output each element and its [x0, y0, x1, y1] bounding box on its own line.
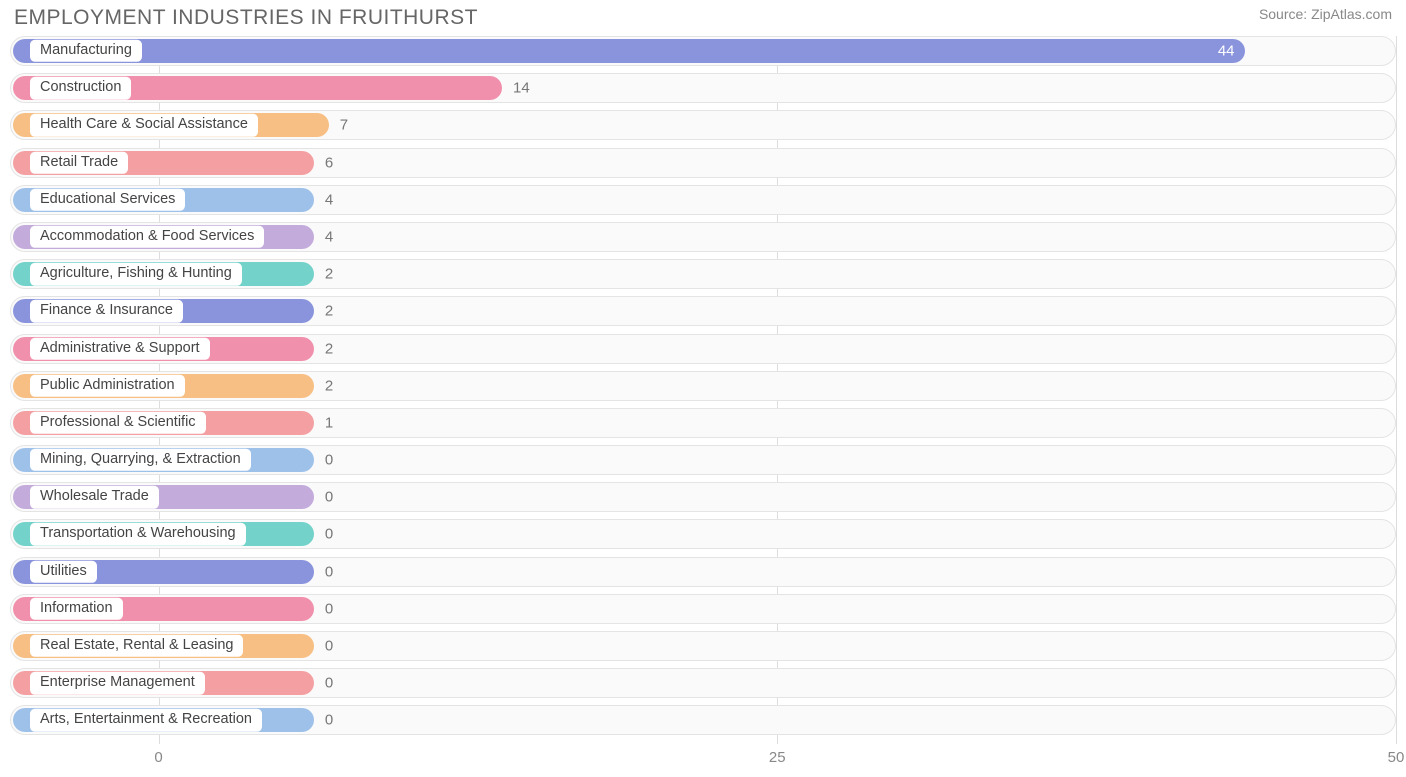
- bar-value: 0: [325, 600, 333, 617]
- chart-title: EMPLOYMENT INDUSTRIES IN FRUITHURST: [14, 6, 478, 30]
- bar-row: Retail Trade 6: [10, 148, 1396, 178]
- bar-value: 4: [325, 191, 333, 208]
- bar-row: Agriculture, Fishing & Hunting 2: [10, 259, 1396, 289]
- gridline: [1396, 36, 1397, 744]
- bar-value: 0: [325, 563, 333, 580]
- bar-row: Enterprise Management 0: [10, 668, 1396, 698]
- bar-row: Educational Services 4: [10, 185, 1396, 215]
- x-axis-tick-label: 0: [154, 749, 162, 766]
- plot-area: 44ManufacturingConstruction14Health Care…: [10, 36, 1396, 744]
- bar-value: 0: [325, 675, 333, 692]
- bar-row: 44 Manufacturing: [10, 36, 1396, 66]
- bar-fill: 44: [13, 39, 1245, 63]
- x-axis-tick-label: 50: [1388, 749, 1405, 766]
- bar-label: Manufacturing: [30, 40, 142, 62]
- bar-row: Health Care & Social Assistance 7: [10, 110, 1396, 140]
- bar-row: Administrative & Support 2: [10, 334, 1396, 364]
- x-axis: 02550: [10, 749, 1396, 771]
- bar-rows: 44ManufacturingConstruction14Health Care…: [10, 36, 1396, 735]
- bar-row: Transportation & Warehousing 0: [10, 519, 1396, 549]
- bar-row: Finance & Insurance 2: [10, 296, 1396, 326]
- bar-row: Utilities 0: [10, 557, 1396, 587]
- chart-source: Source: ZipAtlas.com: [1259, 6, 1392, 22]
- bar-row: Public Administration 2: [10, 371, 1396, 401]
- bar-value: 0: [325, 638, 333, 655]
- bar-label: Mining, Quarrying, & Extraction: [30, 449, 251, 471]
- bar-label: Enterprise Management: [30, 672, 205, 694]
- bar-row: Construction 14: [10, 73, 1396, 103]
- bar-value: 2: [325, 340, 333, 357]
- bar-value: 2: [325, 377, 333, 394]
- bar-row: Wholesale Trade 0: [10, 482, 1396, 512]
- bar-value: 6: [325, 154, 333, 171]
- bar-label: Arts, Entertainment & Recreation: [30, 709, 262, 731]
- bar-label: Wholesale Trade: [30, 486, 159, 508]
- bar-value: 0: [325, 452, 333, 469]
- x-axis-tick-label: 25: [769, 749, 786, 766]
- chart-container: EMPLOYMENT INDUSTRIES IN FRUITHURST Sour…: [0, 0, 1406, 777]
- bar-label: Accommodation & Food Services: [30, 226, 264, 248]
- bar-label: Retail Trade: [30, 151, 128, 173]
- bar-label: Construction: [30, 77, 131, 99]
- bar-label: Health Care & Social Assistance: [30, 114, 258, 136]
- bar-label: Finance & Insurance: [30, 300, 183, 322]
- bar-label: Transportation & Warehousing: [30, 523, 246, 545]
- bar-value: 0: [325, 712, 333, 729]
- bar-label: Administrative & Support: [30, 337, 210, 359]
- bar-label: Public Administration: [30, 374, 185, 396]
- bar-value: 7: [340, 117, 348, 134]
- bar-value: 1: [325, 414, 333, 431]
- bar-row: Mining, Quarrying, & Extraction 0: [10, 445, 1396, 475]
- bar-value: 4: [325, 228, 333, 245]
- bar-row: Real Estate, Rental & Leasing 0: [10, 631, 1396, 661]
- bar-value: 0: [325, 489, 333, 506]
- bar-label: Agriculture, Fishing & Hunting: [30, 263, 242, 285]
- chart-header: EMPLOYMENT INDUSTRIES IN FRUITHURST Sour…: [10, 6, 1396, 36]
- bar-row: Accommodation & Food Services 4: [10, 222, 1396, 252]
- bar-label: Professional & Scientific: [30, 412, 206, 434]
- bar-row: Information 0: [10, 594, 1396, 624]
- bar-value: 2: [325, 303, 333, 320]
- bar-label: Utilities: [30, 560, 97, 582]
- bar-value: 44: [1218, 43, 1235, 60]
- bar-value: 14: [513, 80, 530, 97]
- bar-row: Professional & Scientific 1: [10, 408, 1396, 438]
- bar-value: 0: [325, 526, 333, 543]
- bar-row: Arts, Entertainment & Recreation 0: [10, 705, 1396, 735]
- bar-label: Real Estate, Rental & Leasing: [30, 635, 243, 657]
- bar-value: 2: [325, 266, 333, 283]
- bar-label: Information: [30, 598, 123, 620]
- bar-label: Educational Services: [30, 189, 185, 211]
